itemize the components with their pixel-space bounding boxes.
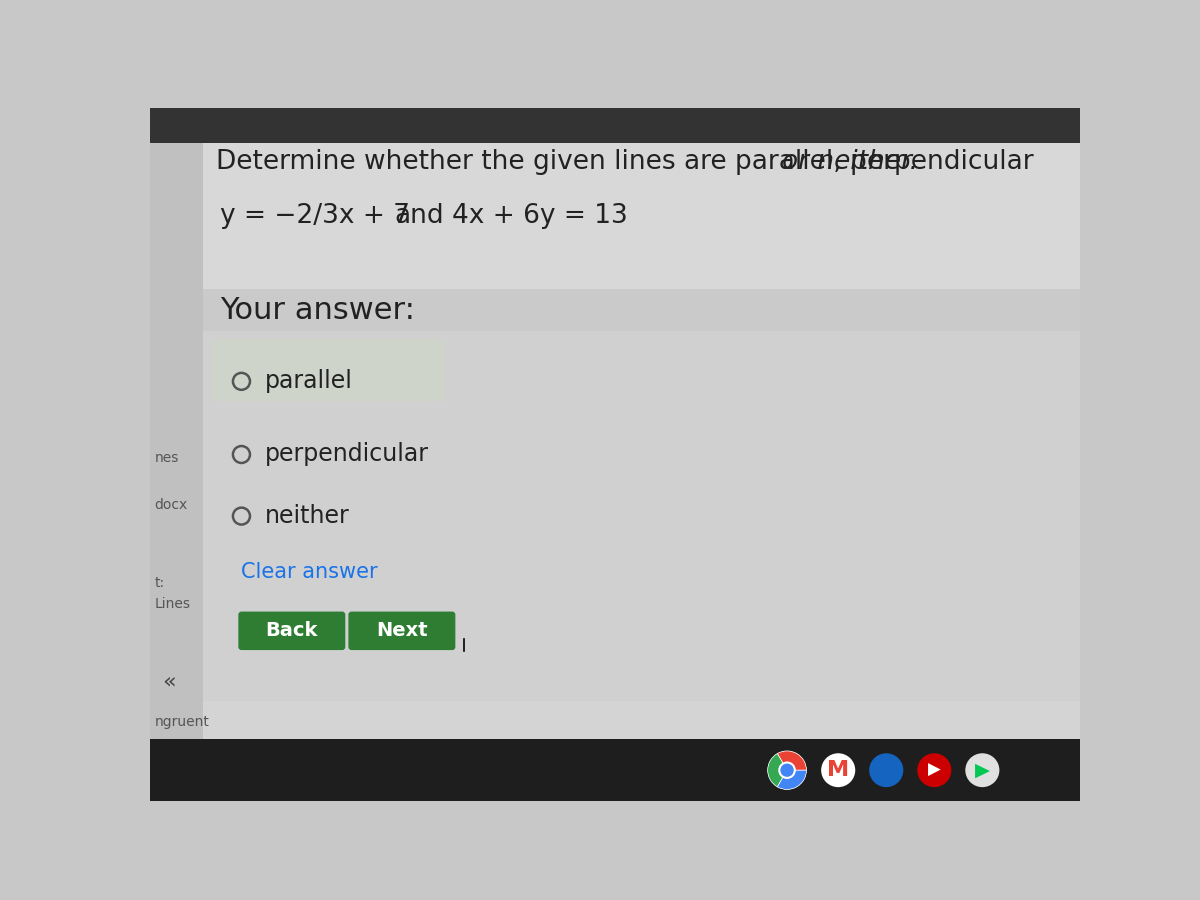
FancyBboxPatch shape — [150, 142, 203, 740]
Circle shape — [779, 762, 794, 778]
Text: perpendicular: perpendicular — [265, 443, 428, 466]
Text: and: and — [394, 202, 444, 229]
FancyBboxPatch shape — [239, 612, 346, 650]
Text: neither: neither — [265, 504, 349, 528]
Wedge shape — [778, 751, 806, 770]
FancyBboxPatch shape — [150, 108, 1080, 142]
FancyBboxPatch shape — [150, 142, 1080, 740]
FancyBboxPatch shape — [150, 740, 1080, 801]
Text: Clear answer: Clear answer — [241, 562, 378, 581]
Circle shape — [869, 753, 904, 788]
Text: parallel: parallel — [265, 369, 353, 393]
FancyBboxPatch shape — [203, 289, 1080, 331]
Wedge shape — [778, 770, 806, 789]
Text: ▶: ▶ — [974, 760, 990, 779]
FancyBboxPatch shape — [212, 339, 444, 400]
Text: ngruent: ngruent — [155, 715, 210, 729]
Text: ▶: ▶ — [928, 761, 941, 779]
Text: Determine whether the given lines are parallel, perpendicular: Determine whether the given lines are pa… — [216, 148, 1042, 175]
Text: «: « — [162, 671, 176, 691]
Circle shape — [917, 753, 952, 788]
Text: t:: t: — [155, 576, 164, 590]
Circle shape — [768, 751, 806, 789]
Wedge shape — [768, 753, 787, 787]
Text: nes: nes — [155, 451, 179, 465]
Text: docx: docx — [155, 498, 188, 511]
FancyBboxPatch shape — [348, 612, 455, 650]
Text: y = −2/3x + 7: y = −2/3x + 7 — [220, 202, 409, 229]
Text: Lines: Lines — [155, 597, 191, 611]
Text: or neither.: or neither. — [781, 148, 918, 175]
Text: Back: Back — [265, 621, 318, 640]
Circle shape — [821, 753, 856, 788]
FancyBboxPatch shape — [203, 331, 1080, 701]
FancyBboxPatch shape — [203, 142, 1080, 292]
Text: 4x + 6y = 13: 4x + 6y = 13 — [452, 202, 628, 229]
Circle shape — [965, 753, 1000, 788]
Text: M: M — [827, 760, 850, 780]
Text: Next: Next — [376, 621, 427, 640]
Text: Your answer:: Your answer: — [220, 295, 415, 325]
